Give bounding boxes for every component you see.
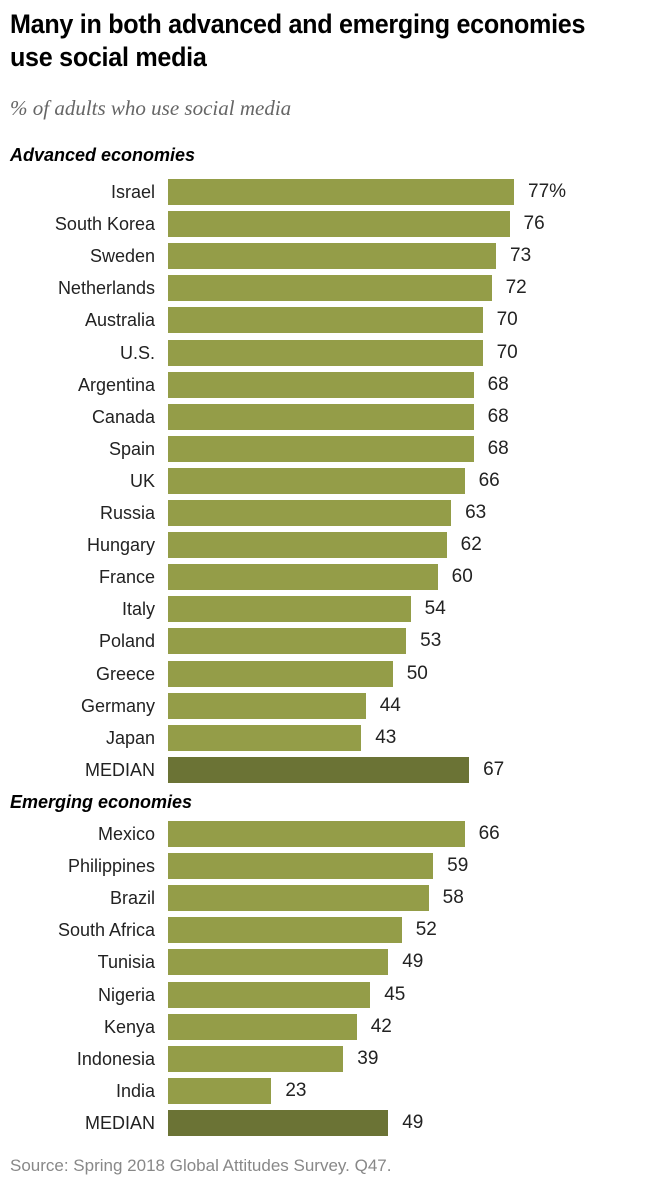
category-label: Germany bbox=[80, 695, 155, 716]
data-label: 63 bbox=[465, 502, 487, 523]
data-label: 58 bbox=[442, 887, 464, 909]
category-label: Italy bbox=[121, 599, 155, 620]
category-label: South Africa bbox=[57, 920, 155, 941]
data-label: 42 bbox=[370, 1015, 392, 1037]
source-note: Source: Spring 2018 Global Attitudes Sur… bbox=[10, 1156, 392, 1175]
category-label: Netherlands bbox=[57, 278, 155, 299]
data-label: 66 bbox=[478, 823, 500, 844]
data-label: 66 bbox=[478, 469, 500, 491]
median-label: MEDIAN bbox=[84, 759, 155, 780]
category-label: Argentina bbox=[77, 374, 155, 395]
category-label: Brazil bbox=[109, 888, 155, 909]
bar bbox=[168, 564, 438, 591]
median-label: MEDIAN bbox=[84, 1112, 155, 1133]
median-bar bbox=[168, 1109, 389, 1136]
category-label: Mexico bbox=[97, 824, 155, 844]
bar bbox=[168, 1077, 272, 1104]
bar bbox=[168, 403, 474, 430]
data-label: 77% bbox=[528, 181, 567, 202]
data-label: 43 bbox=[375, 726, 397, 748]
data-label: 59 bbox=[447, 855, 469, 877]
category-label: Poland bbox=[98, 631, 155, 652]
category-label: Sweden bbox=[89, 246, 155, 267]
data-label: 73 bbox=[510, 245, 532, 267]
data-label: 49 bbox=[402, 951, 424, 973]
section-heading: Advanced economies bbox=[10, 145, 196, 165]
bar bbox=[168, 211, 510, 238]
data-label: 39 bbox=[357, 1047, 379, 1069]
category-label: Tunisia bbox=[97, 952, 155, 973]
bar bbox=[168, 692, 366, 719]
data-label: 54 bbox=[424, 598, 446, 620]
chart-title: Many in both advanced and emerging econo… bbox=[10, 9, 586, 72]
data-label: 62 bbox=[460, 534, 482, 556]
data-label: 49 bbox=[402, 1111, 424, 1133]
category-label: Greece bbox=[95, 663, 155, 684]
data-label: 52 bbox=[415, 919, 437, 941]
section-heading: Emerging economies bbox=[10, 792, 193, 812]
category-label: Kenya bbox=[103, 1016, 155, 1037]
bar bbox=[168, 467, 465, 494]
category-label: Hungary bbox=[86, 535, 155, 556]
bar bbox=[168, 821, 465, 847]
bar bbox=[168, 981, 371, 1008]
data-label: 23 bbox=[285, 1079, 307, 1101]
data-label: 68 bbox=[487, 405, 509, 427]
median-bar bbox=[168, 756, 470, 783]
data-label: 50 bbox=[406, 662, 428, 684]
category-label: Philippines bbox=[67, 856, 155, 877]
data-label: 45 bbox=[384, 983, 406, 1005]
category-label: France bbox=[98, 567, 155, 588]
category-label: UK bbox=[129, 470, 155, 491]
data-label: 44 bbox=[379, 694, 401, 716]
chart-subtitle: % of adults who use social media bbox=[10, 96, 292, 120]
bar bbox=[168, 275, 492, 302]
data-label: 67 bbox=[483, 758, 505, 780]
bar bbox=[168, 949, 389, 976]
bar bbox=[168, 724, 362, 751]
bar bbox=[168, 179, 515, 205]
bar bbox=[168, 660, 393, 687]
bar bbox=[168, 500, 452, 526]
category-label: Canada bbox=[91, 406, 155, 427]
bar bbox=[168, 628, 407, 655]
bar bbox=[168, 853, 434, 880]
bar bbox=[168, 371, 474, 398]
category-label: Indonesia bbox=[76, 1048, 155, 1069]
bar bbox=[168, 532, 447, 559]
category-label: South Korea bbox=[54, 214, 155, 235]
category-label: Japan bbox=[105, 727, 155, 748]
bar bbox=[168, 885, 429, 912]
category-label: Australia bbox=[84, 310, 155, 331]
category-label: Russia bbox=[99, 503, 155, 523]
category-label: Nigeria bbox=[97, 984, 155, 1005]
category-label: India bbox=[115, 1080, 155, 1101]
data-label: 60 bbox=[451, 566, 473, 588]
data-label: 76 bbox=[523, 213, 545, 235]
bar bbox=[168, 243, 497, 270]
data-label: 70 bbox=[496, 341, 518, 363]
category-label: Spain bbox=[108, 438, 155, 459]
bar bbox=[168, 917, 402, 944]
bar bbox=[168, 596, 411, 623]
bar bbox=[168, 1045, 344, 1072]
data-label: 68 bbox=[487, 437, 509, 459]
bar bbox=[168, 435, 474, 462]
bar bbox=[168, 339, 483, 366]
category-label: Israel bbox=[110, 182, 155, 202]
bar bbox=[168, 307, 483, 334]
data-label: 53 bbox=[420, 630, 442, 652]
data-label: 68 bbox=[487, 373, 509, 395]
bar bbox=[168, 1013, 357, 1040]
category-label: U.S. bbox=[119, 342, 155, 363]
data-label: 72 bbox=[505, 277, 527, 299]
data-label: 70 bbox=[496, 309, 518, 331]
